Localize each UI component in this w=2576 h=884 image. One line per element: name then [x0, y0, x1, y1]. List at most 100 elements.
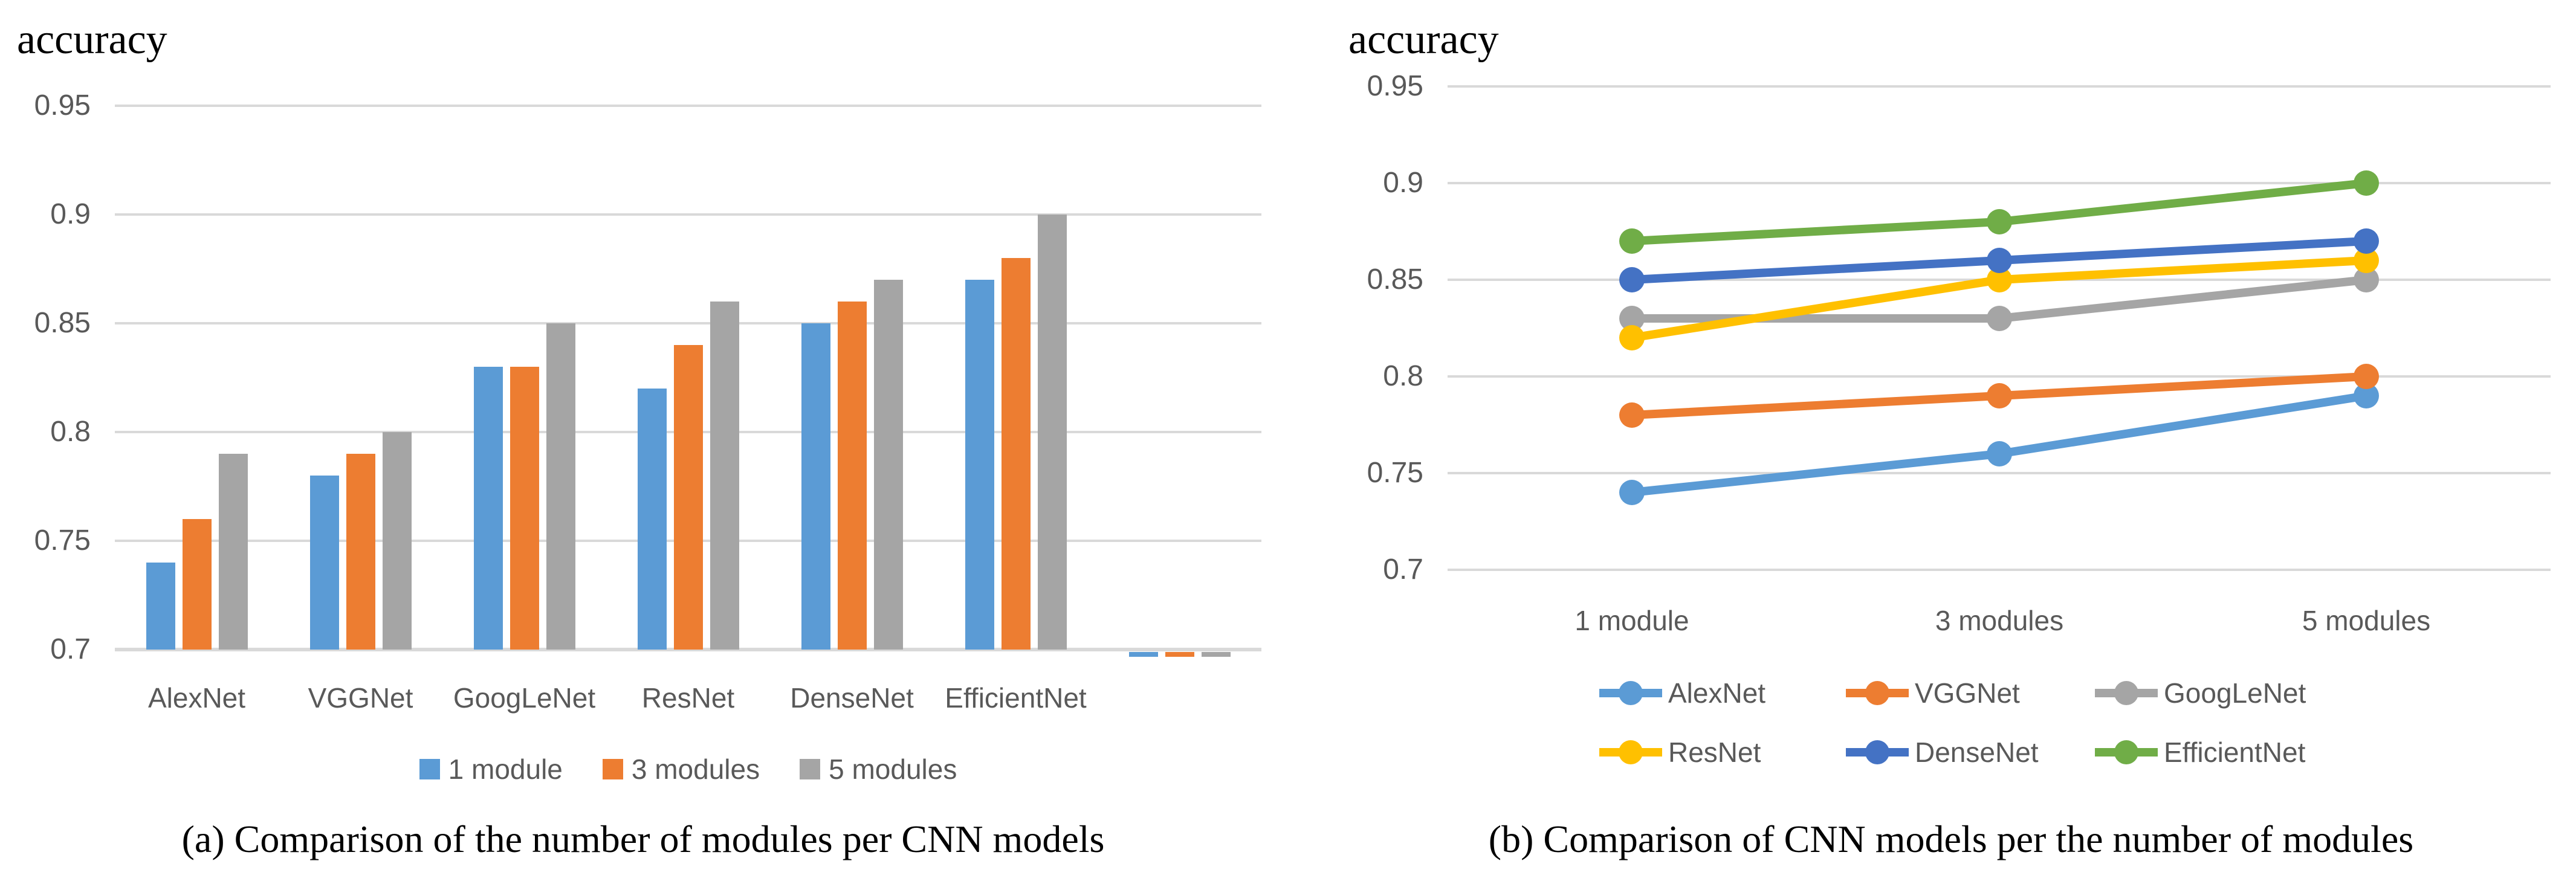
- legend-label: VGGNet: [1915, 677, 2020, 709]
- bar: [873, 280, 903, 650]
- legend-item: 5 modules: [800, 753, 957, 786]
- data-point-marker: [1987, 267, 2012, 292]
- legend-line-marker: [2095, 740, 2158, 764]
- data-point-marker: [1987, 306, 2012, 331]
- gridline: [115, 105, 1261, 107]
- gridline: [1448, 375, 2551, 378]
- bar: [146, 563, 175, 650]
- y-tick-label: 0.95: [34, 89, 91, 121]
- gridline: [115, 213, 1261, 216]
- data-point-marker: [1619, 306, 1645, 331]
- legend-line-marker: [1846, 740, 1909, 764]
- bar: [673, 345, 703, 650]
- legend-item: VGGNet: [1843, 677, 2020, 709]
- data-point-marker: [1619, 402, 1645, 428]
- caption-b: (b) Comparison of CNN models per the num…: [1488, 818, 2414, 860]
- x-category-label: AlexNet: [147, 682, 246, 714]
- legend-label: GoogLeNet: [2164, 677, 2306, 709]
- gridline: [115, 322, 1261, 324]
- bar-chart-title: accuracy: [17, 16, 167, 63]
- data-point-marker: [1619, 228, 1645, 254]
- legend-label: DenseNet: [1915, 737, 2039, 768]
- data-point-marker: [1619, 325, 1645, 350]
- bar: [801, 323, 830, 650]
- bar: [1001, 258, 1031, 650]
- gridline: [1448, 182, 2551, 184]
- legend-label: 3 modules: [631, 753, 760, 785]
- data-point-marker: [1987, 383, 2012, 408]
- bar: [546, 323, 575, 650]
- data-point-marker: [2354, 228, 2379, 254]
- data-point-marker: [1619, 267, 1645, 292]
- y-tick-label: 0.9: [50, 198, 91, 230]
- bar: [637, 389, 667, 650]
- legend-item: EfficientNet: [2092, 737, 2306, 768]
- legend-item: AlexNet: [1597, 677, 1766, 709]
- legend-item: ResNet: [1597, 737, 1761, 768]
- x-category-label: EfficientNet: [945, 682, 1087, 714]
- x-category-label: DenseNet: [790, 682, 914, 714]
- data-point-marker: [1987, 209, 2012, 234]
- legend-swatch: [419, 759, 440, 779]
- bar: [837, 302, 867, 650]
- legend-item: 3 modules: [602, 753, 760, 786]
- legend-line-marker: [1599, 740, 1662, 764]
- legend-label: AlexNet: [1668, 677, 1766, 709]
- x-category-label: VGGNet: [308, 682, 413, 714]
- bar: [182, 519, 212, 650]
- legend-swatch: [602, 759, 623, 779]
- bar: [346, 454, 375, 650]
- x-category-label: GoogLeNet: [453, 682, 596, 714]
- legend-line-marker: [1599, 681, 1662, 705]
- bar-chart-legend: 1 module 3 modules 5 modules: [115, 753, 1261, 786]
- gridline: [1448, 85, 2551, 88]
- x-category-label: 1 module: [1574, 605, 1689, 636]
- x-category-label: 3 modules: [1935, 605, 2064, 636]
- legend-label: 5 modules: [829, 753, 957, 785]
- data-point-marker: [1619, 480, 1645, 505]
- data-point-marker: [1987, 441, 2012, 466]
- bar: [710, 302, 739, 650]
- legend-label: ResNet: [1668, 737, 1761, 768]
- gridline: [1448, 569, 2551, 571]
- y-tick-label: 0.7: [50, 633, 91, 665]
- legend-line-marker: [1846, 681, 1909, 705]
- y-tick-label: 0.8: [1383, 360, 1423, 392]
- data-point-marker: [2354, 267, 2379, 292]
- x-category-label: ResNet: [641, 682, 735, 714]
- legend-label: EfficientNet: [2164, 737, 2306, 768]
- legend-item: GoogLeNet: [2092, 677, 2306, 709]
- legend-swatch: [800, 759, 821, 779]
- line-chart-title: accuracy: [1348, 16, 1499, 63]
- y-tick-label: 0.8: [50, 416, 91, 448]
- bar: [965, 280, 994, 650]
- legend-item: 1 module: [419, 753, 563, 786]
- y-tick-label: 0.85: [34, 307, 91, 339]
- ghost-bar: [1165, 652, 1194, 657]
- y-tick-label: 0.75: [34, 524, 91, 557]
- data-point-marker: [2354, 364, 2379, 389]
- bar: [510, 367, 539, 650]
- y-tick-label: 0.7: [1383, 553, 1423, 586]
- caption-a: (a) Comparison of the number of modules …: [181, 818, 1105, 860]
- y-tick-label: 0.85: [1367, 263, 1423, 295]
- bar: [309, 476, 339, 650]
- data-point-marker: [2354, 383, 2379, 408]
- data-point-marker: [2354, 248, 2379, 273]
- y-tick-label: 0.95: [1367, 70, 1423, 102]
- bar: [382, 432, 412, 650]
- bar: [1037, 215, 1067, 650]
- legend-line-marker: [2095, 681, 2158, 705]
- gridline: [115, 648, 1261, 651]
- bar: [473, 367, 503, 650]
- y-tick-label: 0.9: [1383, 167, 1423, 199]
- data-point-marker: [2354, 170, 2379, 196]
- ghost-bar: [1201, 652, 1231, 657]
- ghost-bar: [1128, 652, 1158, 657]
- y-tick-label: 0.75: [1367, 457, 1423, 489]
- bar: [218, 454, 248, 650]
- data-point-marker: [1987, 248, 2012, 273]
- legend-item: DenseNet: [1843, 737, 2039, 768]
